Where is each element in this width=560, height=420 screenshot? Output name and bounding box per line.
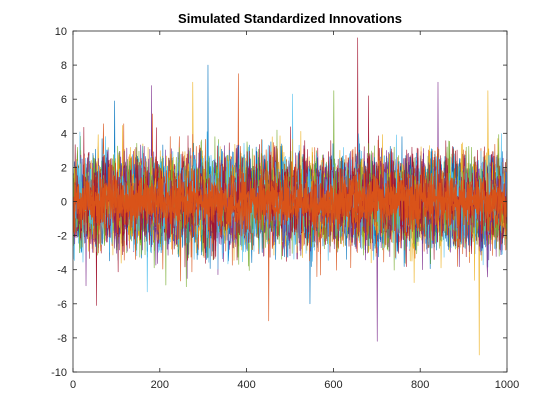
- y-tick-label: -2: [57, 231, 67, 243]
- y-tick-label: -6: [57, 299, 67, 311]
- x-tick-label: 1000: [495, 379, 519, 391]
- x-axis: 0 200 400 600 800 1000: [70, 31, 519, 391]
- overlay-series-line-2: [73, 153, 507, 241]
- chart-title: Simulated Standardized Innovations: [178, 11, 402, 26]
- y-tick-label: -4: [57, 265, 67, 277]
- x-tick-label: 800: [411, 379, 429, 391]
- y-axis: -10 -8 -6 -4 -2 0 2 4 6 8 10: [51, 26, 507, 379]
- y-tick-label: 6: [61, 94, 67, 106]
- series-layer: [73, 37, 507, 356]
- x-tick-label: 0: [70, 379, 76, 391]
- y-tick-label: -8: [57, 333, 67, 345]
- y-tick-label: 4: [61, 128, 67, 140]
- y-tick-label: 8: [61, 60, 67, 72]
- x-tick-label: 600: [324, 379, 342, 391]
- y-tick-label: -10: [51, 367, 67, 379]
- x-tick-label: 200: [151, 379, 169, 391]
- y-tick-label: 10: [55, 26, 67, 38]
- x-tick-label: 400: [237, 379, 255, 391]
- y-tick-label: 0: [61, 197, 67, 209]
- y-tick-label: 2: [61, 162, 67, 174]
